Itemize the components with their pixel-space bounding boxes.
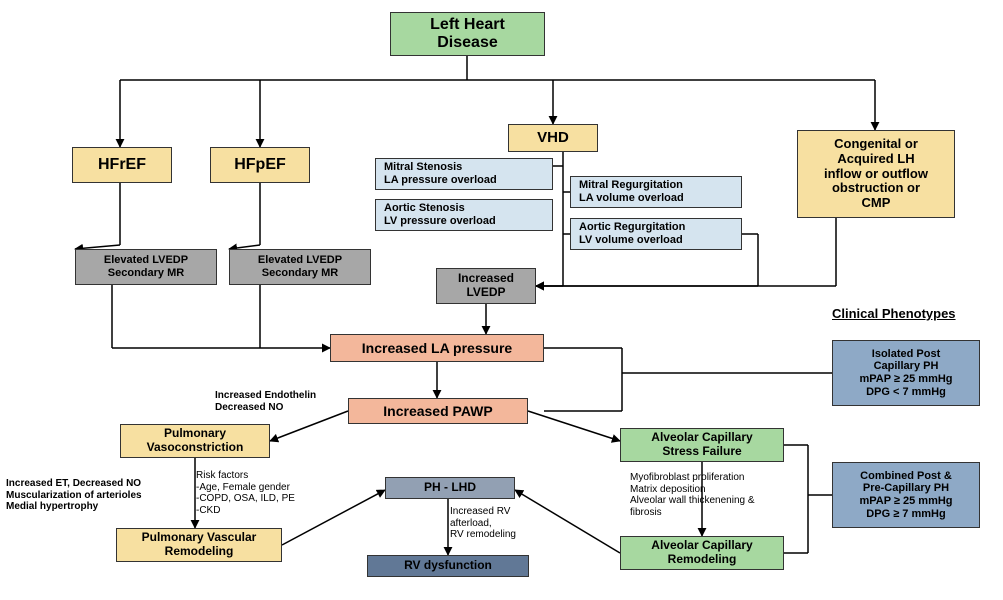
node-as-line: Aortic Stenosis xyxy=(384,202,465,215)
node-acr-line: Alveolar Capillary xyxy=(651,539,752,553)
node-pvr: Pulmonary VascularRemodeling xyxy=(116,528,282,562)
node-inc_lvedp-line: LVEDP xyxy=(466,286,505,300)
annotation-left_col-line: Muscularization of arterioles xyxy=(6,490,142,502)
node-ar: Aortic RegurgitationLV volume overload xyxy=(570,218,742,250)
node-acr-line: Remodeling xyxy=(668,553,737,567)
annotation-myo-line: Alveolar wall thickenening & xyxy=(630,495,755,507)
annotation-myo-line: Myofibroblast proliferation xyxy=(630,472,755,484)
node-congen-line: inflow or outflow xyxy=(824,167,928,182)
node-gray_l: Elevated LVEDPSecondary MR xyxy=(75,249,217,285)
node-la_press: Increased LA pressure xyxy=(330,334,544,362)
annotation-myo-line: Matrix deposition xyxy=(630,484,755,496)
node-inc_lvedp-line: Increased xyxy=(458,272,514,286)
node-comb_ph: Combined Post &Pre-Capillary PHmPAP ≥ 25… xyxy=(832,462,980,528)
node-gray_r-line: Secondary MR xyxy=(262,267,338,280)
node-mr: Mitral RegurgitationLA volume overload xyxy=(570,176,742,208)
node-vhd-line: VHD xyxy=(537,129,569,146)
node-vhd: VHD xyxy=(508,124,598,152)
node-acsf-line: Alveolar Capillary xyxy=(651,431,752,445)
node-gray_r: Elevated LVEDPSecondary MR xyxy=(229,249,371,285)
node-ms: Mitral StenosisLA pressure overload xyxy=(375,158,553,190)
annotation-rv_after-line: afterload, xyxy=(450,518,516,530)
node-ph_lhd-line: PH - LHD xyxy=(424,481,476,495)
node-ms-line: LA pressure overload xyxy=(384,174,497,187)
node-hfref: HFrEF xyxy=(72,147,172,183)
node-gray_l-line: Elevated LVEDP xyxy=(104,254,188,267)
node-gray_l-line: Secondary MR xyxy=(108,267,184,280)
node-comb_ph-line: DPG ≥ 7 mmHg xyxy=(866,508,945,521)
node-hfref-line: HFrEF xyxy=(98,156,146,174)
annotation-risk-line: -COPD, OSA, ILD, PE xyxy=(196,493,295,505)
node-congen: Congenital orAcquired LHinflow or outflo… xyxy=(797,130,955,218)
node-pvc-line: Vasoconstriction xyxy=(147,441,244,455)
node-root-line: Left Heart xyxy=(430,16,505,34)
node-as: Aortic StenosisLV pressure overload xyxy=(375,199,553,231)
node-iso_ph-line: Isolated Post xyxy=(872,348,940,361)
annotation-myo-line: fibrosis xyxy=(630,507,755,519)
node-iso_ph-line: DPG < 7 mmHg xyxy=(866,386,946,399)
annotation-risk: Risk factors-Age, Female gender-COPD, OS… xyxy=(196,470,295,516)
node-gray_r-line: Elevated LVEDP xyxy=(258,254,342,267)
node-iso_ph: Isolated PostCapillary PHmPAP ≥ 25 mmHgD… xyxy=(832,340,980,406)
node-comb_ph-line: mPAP ≥ 25 mmHg xyxy=(859,495,952,508)
node-rv_dys-line: RV dysfunction xyxy=(404,559,492,573)
node-mr-line: LA volume overload xyxy=(579,192,684,205)
node-acsf-line: Stress Failure xyxy=(662,445,741,459)
node-pvc-line: Pulmonary xyxy=(164,427,226,441)
node-acsf: Alveolar CapillaryStress Failure xyxy=(620,428,784,462)
annotation-risk-line: Risk factors xyxy=(196,470,295,482)
node-pawp-line: Increased PAWP xyxy=(383,403,492,419)
node-congen-line: Acquired LH xyxy=(837,152,914,167)
annotation-left_col-line: Increased ET, Decreased NO xyxy=(6,478,142,490)
annotation-risk-line: -CKD xyxy=(196,505,295,517)
node-ar-line: Aortic Regurgitation xyxy=(579,221,685,234)
annotation-myo: Myofibroblast proliferationMatrix deposi… xyxy=(630,472,755,518)
annotation-endo_no-line: Increased Endothelin xyxy=(215,390,316,402)
node-ph_lhd: PH - LHD xyxy=(385,477,515,499)
node-pawp: Increased PAWP xyxy=(348,398,528,424)
node-iso_ph-line: mPAP ≥ 25 mmHg xyxy=(859,373,952,386)
node-pvr-line: Remodeling xyxy=(165,545,234,559)
node-la_press-line: Increased LA pressure xyxy=(362,340,512,356)
node-hfpef-line: HFpEF xyxy=(234,156,286,174)
node-comb_ph-line: Pre-Capillary PH xyxy=(863,482,949,495)
annotation-rv_after: Increased RVafterload,RV remodeling xyxy=(450,506,516,541)
annotation-left_col: Increased ET, Decreased NOMuscularizatio… xyxy=(6,478,142,513)
node-pvr-line: Pulmonary Vascular xyxy=(142,531,257,545)
node-acr: Alveolar CapillaryRemodeling xyxy=(620,536,784,570)
node-inc_lvedp: IncreasedLVEDP xyxy=(436,268,536,304)
node-congen-line: obstruction or xyxy=(832,181,920,196)
node-hfpef: HFpEF xyxy=(210,147,310,183)
annotation-rv_after-line: Increased RV xyxy=(450,506,516,518)
node-rv_dys: RV dysfunction xyxy=(367,555,529,577)
annotation-endo_no: Increased EndothelinDecreased NO xyxy=(215,390,316,413)
node-root-line: Disease xyxy=(437,34,498,52)
node-ms-line: Mitral Stenosis xyxy=(384,161,462,174)
node-iso_ph-line: Capillary PH xyxy=(874,360,939,373)
node-mr-line: Mitral Regurgitation xyxy=(579,179,683,192)
node-pvc: PulmonaryVasoconstriction xyxy=(120,424,270,458)
node-ar-line: LV volume overload xyxy=(579,234,683,247)
node-as-line: LV pressure overload xyxy=(384,215,496,228)
node-congen-line: Congenital or xyxy=(834,137,918,152)
annotation-risk-line: -Age, Female gender xyxy=(196,482,295,494)
annotation-rv_after-line: RV remodeling xyxy=(450,529,516,541)
node-comb_ph-line: Combined Post & xyxy=(860,470,952,483)
annotation-left_col-line: Medial hypertrophy xyxy=(6,501,142,513)
annotation-endo_no-line: Decreased NO xyxy=(215,402,316,414)
node-root: Left HeartDisease xyxy=(390,12,545,56)
node-congen-line: CMP xyxy=(862,196,891,211)
clinical-phenotypes-heading: Clinical Phenotypes xyxy=(832,306,956,321)
